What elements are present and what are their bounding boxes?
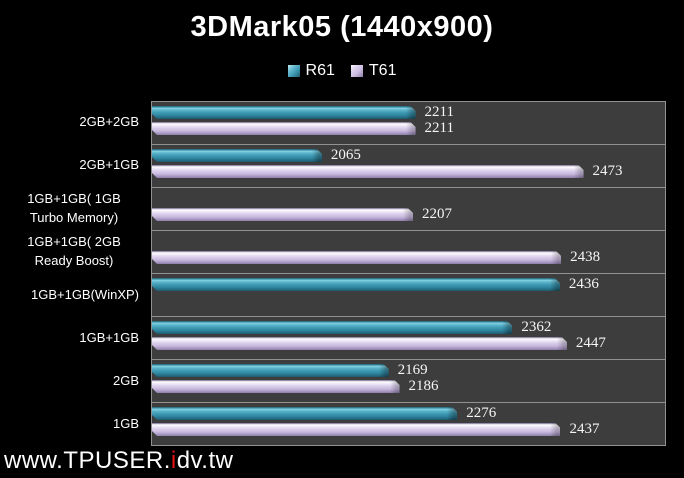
bar-slot: 2065 [152,147,665,163]
plot-area: 2211 2211 2065 2473 2207 2438 2436 2362 2447 2169… [151,101,666,446]
bar-slot: 2276 [152,405,665,421]
category-label-cell: 1GB+1GB( 2GB Ready Boost) [0,230,145,273]
bar-t61 [152,165,584,178]
bar-value-label: 2186 [408,378,439,394]
category-label-cell: 1GB+1GB( 1GB Turbo Memory) [0,187,145,230]
category-label: 2GB+2GB [79,114,139,130]
bar-value-label: 2447 [575,335,606,351]
watermark: www.TPUSER.idv.tw [4,447,233,475]
category-label-cell: 1GB [0,403,145,446]
bar-slot: 2169 [152,362,665,378]
bar-slot [152,294,665,307]
bar-value-label: 2362 [521,319,552,335]
category-label: 2GB+1GB [79,157,139,173]
category-label: 1GB [112,416,139,432]
bar-value-label: 2211 [424,120,454,136]
bar-slot: 2186 [152,378,665,394]
bar-r61 [152,364,389,377]
bar-slot: 2207 [152,206,665,222]
bar-t61 [152,337,567,350]
bar-slot: 2211 [152,104,665,120]
bar-value-label: 2065 [330,147,361,163]
bar-value-label: 2438 [570,249,601,265]
bar-value-label: 2169 [397,362,428,378]
bar-slot: 2447 [152,335,665,351]
category-label: 1GB+1GB( 2GB Ready Boost) [27,234,121,268]
bar-slot: 2436 [152,276,665,292]
bar-t61 [152,208,413,221]
bar-r61 [152,407,457,420]
bar-t61 [152,380,400,393]
category-labels: 2GB+2GB 2GB+1GB 1GB+1GB( 1GB Turbo Memory)… [0,101,145,446]
category-label: 1GB+1GB(WinXP) [30,286,139,302]
bar-slot [152,235,665,248]
category-label: 2GB [112,372,139,388]
category-band: 2438 [152,230,665,273]
bar-r61 [152,278,560,291]
category-label: 1GB+1GB [79,329,139,345]
legend: R61 T61 [0,62,684,80]
bar-slot: 2362 [152,319,665,335]
category-band: 2276 2437 [152,402,665,445]
legend-item-t61: T61 [350,62,397,80]
bar-slot: 2437 [152,421,665,437]
category-band: 2362 2447 [152,316,665,359]
legend-item-r61: R61 [287,62,335,80]
category-label-cell: 2GB+1GB [0,144,145,187]
bar-t61 [152,423,560,436]
bar-t61 [152,122,416,135]
bar-value-label: 2436 [568,276,599,292]
bar-value-label: 2211 [424,104,454,120]
bar-value-label: 2276 [466,405,497,421]
legend-label: R61 [305,62,335,79]
legend-swatch-icon [350,65,363,77]
watermark-suffix: dv.tw [176,447,234,474]
category-label-cell: 2GB [0,360,145,403]
bar-slot: 2211 [152,120,665,136]
bar-value-label: 2207 [421,206,452,222]
category-label-cell: 2GB+2GB [0,101,145,144]
bar-r61 [152,321,512,334]
bar-slot: 2438 [152,249,665,265]
bar-value-label: 2437 [569,421,600,437]
category-band: 2169 2186 [152,359,665,402]
category-band: 2436 [152,273,665,316]
category-band: 2207 [152,187,665,230]
category-label-cell: 1GB+1GB(WinXP) [0,274,145,317]
chart-title: 3DMark05 (1440x900) [190,11,494,43]
bar-t61 [152,251,561,264]
category-label: 1GB+1GB( 1GB Turbo Memory) [27,190,121,225]
category-label-cell: 1GB+1GB [0,317,145,360]
category-band: 2065 2473 [152,144,665,187]
legend-label: T61 [368,62,397,79]
bar-r61 [152,106,416,119]
watermark-prefix: www.TPUSER. [4,447,171,474]
bar-slot [152,192,665,205]
bar-value-label: 2473 [592,163,623,179]
bar-r61 [152,149,322,162]
category-band: 2211 2211 [152,102,665,144]
legend-swatch-icon [287,65,300,77]
watermark-accent: i [170,447,177,474]
bar-slot: 2473 [152,163,665,179]
